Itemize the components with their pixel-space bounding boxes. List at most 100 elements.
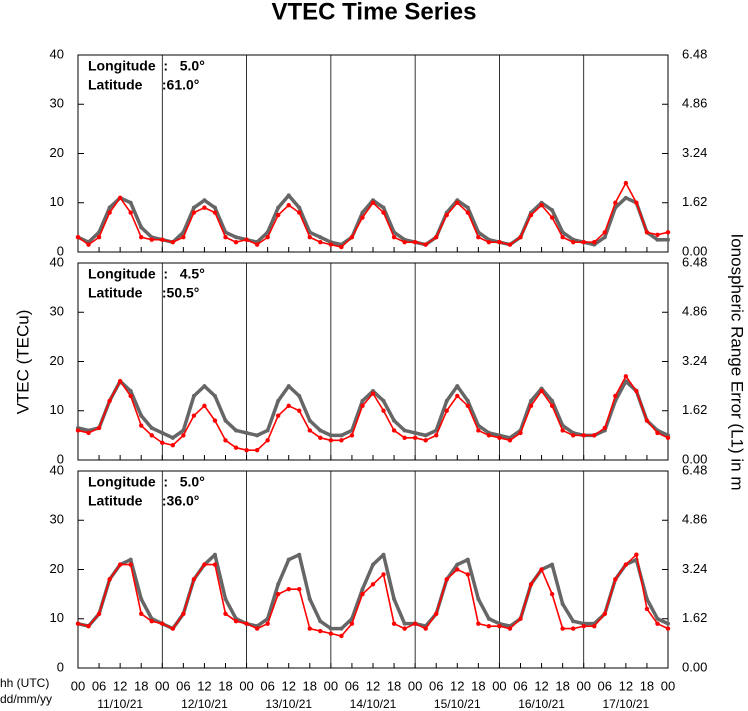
data-point [655,616,660,621]
data-point [634,552,639,557]
data-point [318,239,323,245]
data-point [592,623,597,629]
data-point [234,235,239,240]
chart-title: VTEC Time Series [272,0,477,25]
data-point [412,435,418,441]
annotation: Longitude : 4.5° [88,266,205,282]
data-point [191,577,197,582]
data-point [202,205,207,210]
data-point [623,180,629,186]
data-point [634,388,639,394]
data-point [275,413,281,418]
data-point [402,621,407,626]
y-tick-label: 40 [50,46,64,61]
data-point [286,403,291,409]
data-point [381,552,386,557]
data-point [370,582,376,587]
data-point [202,562,207,567]
date-label: 11/10/21 [97,697,143,711]
data-point [233,445,239,450]
x-tick-label: 06 [598,678,612,693]
annotation: Latitude :36.0° [88,493,199,509]
data-point [297,210,302,215]
date-label: 17/10/21 [602,697,649,711]
y-tick-label: 30 [50,304,64,319]
data-point [518,616,523,621]
data-point [370,200,376,205]
data-point [644,418,650,423]
data-point [96,235,102,240]
data-point [276,205,281,210]
y2-axis-label: Ionospheric Range Error (L1) in m [728,233,747,490]
data-point [318,628,323,634]
y2-tick-label: 6.48 [682,46,707,61]
data-point [318,435,323,441]
data-point [465,557,470,562]
annotation: Latitude :50.5° [88,285,199,301]
data-point [455,384,460,389]
data-point [507,438,513,443]
data-point [581,433,586,438]
data-point [666,237,670,242]
data-point [455,567,460,572]
data-point [254,447,260,453]
annotation: Latitude :61.0° [88,77,199,93]
data-point [128,210,133,215]
data-point [666,621,670,626]
data-point [286,203,291,208]
data-point [254,242,260,247]
data-point [360,587,365,592]
x-tick-label: 00 [408,678,422,693]
data-point [571,619,576,624]
data-point [128,389,133,394]
data-point [160,237,165,242]
data-point [634,200,639,205]
data-point [402,239,407,245]
data-point [307,428,312,433]
data-point [539,567,544,572]
data-point [265,621,270,626]
data-point [381,205,386,210]
data-point [339,633,344,639]
data-point [560,601,565,606]
y-tick-label: 20 [50,145,64,160]
data-point [444,577,449,582]
x-tick-label: 00 [492,678,506,693]
data-point [476,597,481,602]
y2-tick-label: 3.24 [682,561,707,576]
data-point [75,235,81,240]
y-tick-label: 40 [50,254,64,269]
data-point [275,591,281,597]
data-point [592,239,597,245]
data-point [223,418,228,423]
x-tick-label: 06 [513,678,527,693]
data-point [423,433,428,438]
data-point [276,398,281,403]
data-point [465,210,471,215]
x-tick-label: 06 [345,678,359,693]
data-point [191,393,196,398]
data-point [117,379,123,384]
data-point [665,626,671,631]
data-point [518,430,523,436]
data-point [476,621,481,626]
data-point [623,562,629,567]
data-point [550,562,555,567]
data-point [276,582,281,587]
y-tick-label: 10 [50,194,64,209]
data-point [381,572,386,577]
data-point [191,205,196,210]
date-label: 12/10/21 [181,697,228,711]
data-point [181,611,186,617]
data-point [139,413,144,418]
y2-tick-label: 4.86 [682,304,707,319]
data-point [444,212,449,218]
y2-tick-label: 0.00 [682,659,707,674]
data-point [581,623,586,629]
x-tick-label: 06 [176,678,190,693]
data-point [434,611,439,617]
data-point [570,433,576,438]
data-point [212,210,218,215]
